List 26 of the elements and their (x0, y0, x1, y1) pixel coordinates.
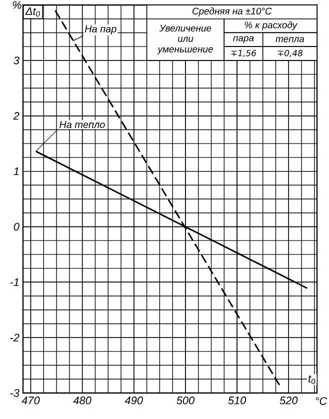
x-tick-label: 480 (73, 396, 92, 404)
text: °C (316, 397, 328, 405)
text: % (12, 1, 22, 9)
annotation: ∓1,56 (231, 50, 256, 58)
annotation: Увеличение или уменьшение (157, 24, 213, 54)
annotation: тепла (276, 37, 304, 42)
annotation: пара (233, 36, 254, 44)
y-tick-label: -3 (10, 389, 20, 397)
series-label: На пар (84, 25, 116, 34)
y-tick-label: 3 (14, 56, 20, 64)
y-tick-label: 0 (14, 222, 20, 231)
x-tick-label: 510 (228, 396, 246, 404)
y-axis-title: Δt$_{0}$ (25, 7, 40, 17)
x-tick-label: 500 (176, 396, 195, 404)
text: На тепло (60, 121, 105, 128)
x-axis-title: t$_{0}$ (308, 375, 316, 384)
x-tick-label: 470 (22, 396, 40, 404)
annotation: Средняя на ±10°C (192, 8, 272, 16)
y-tick-label: -2 (10, 334, 20, 342)
y-tick-label: 1 (14, 168, 19, 176)
x-tick-label: 520 (280, 396, 298, 404)
annotation: ∓0,48 (278, 50, 303, 58)
y-tick-label: 2 (13, 112, 20, 120)
y-tick-label: -1 (10, 278, 19, 286)
x-tick-label: 490 (124, 396, 143, 404)
annotation: % к расходу (244, 21, 298, 30)
